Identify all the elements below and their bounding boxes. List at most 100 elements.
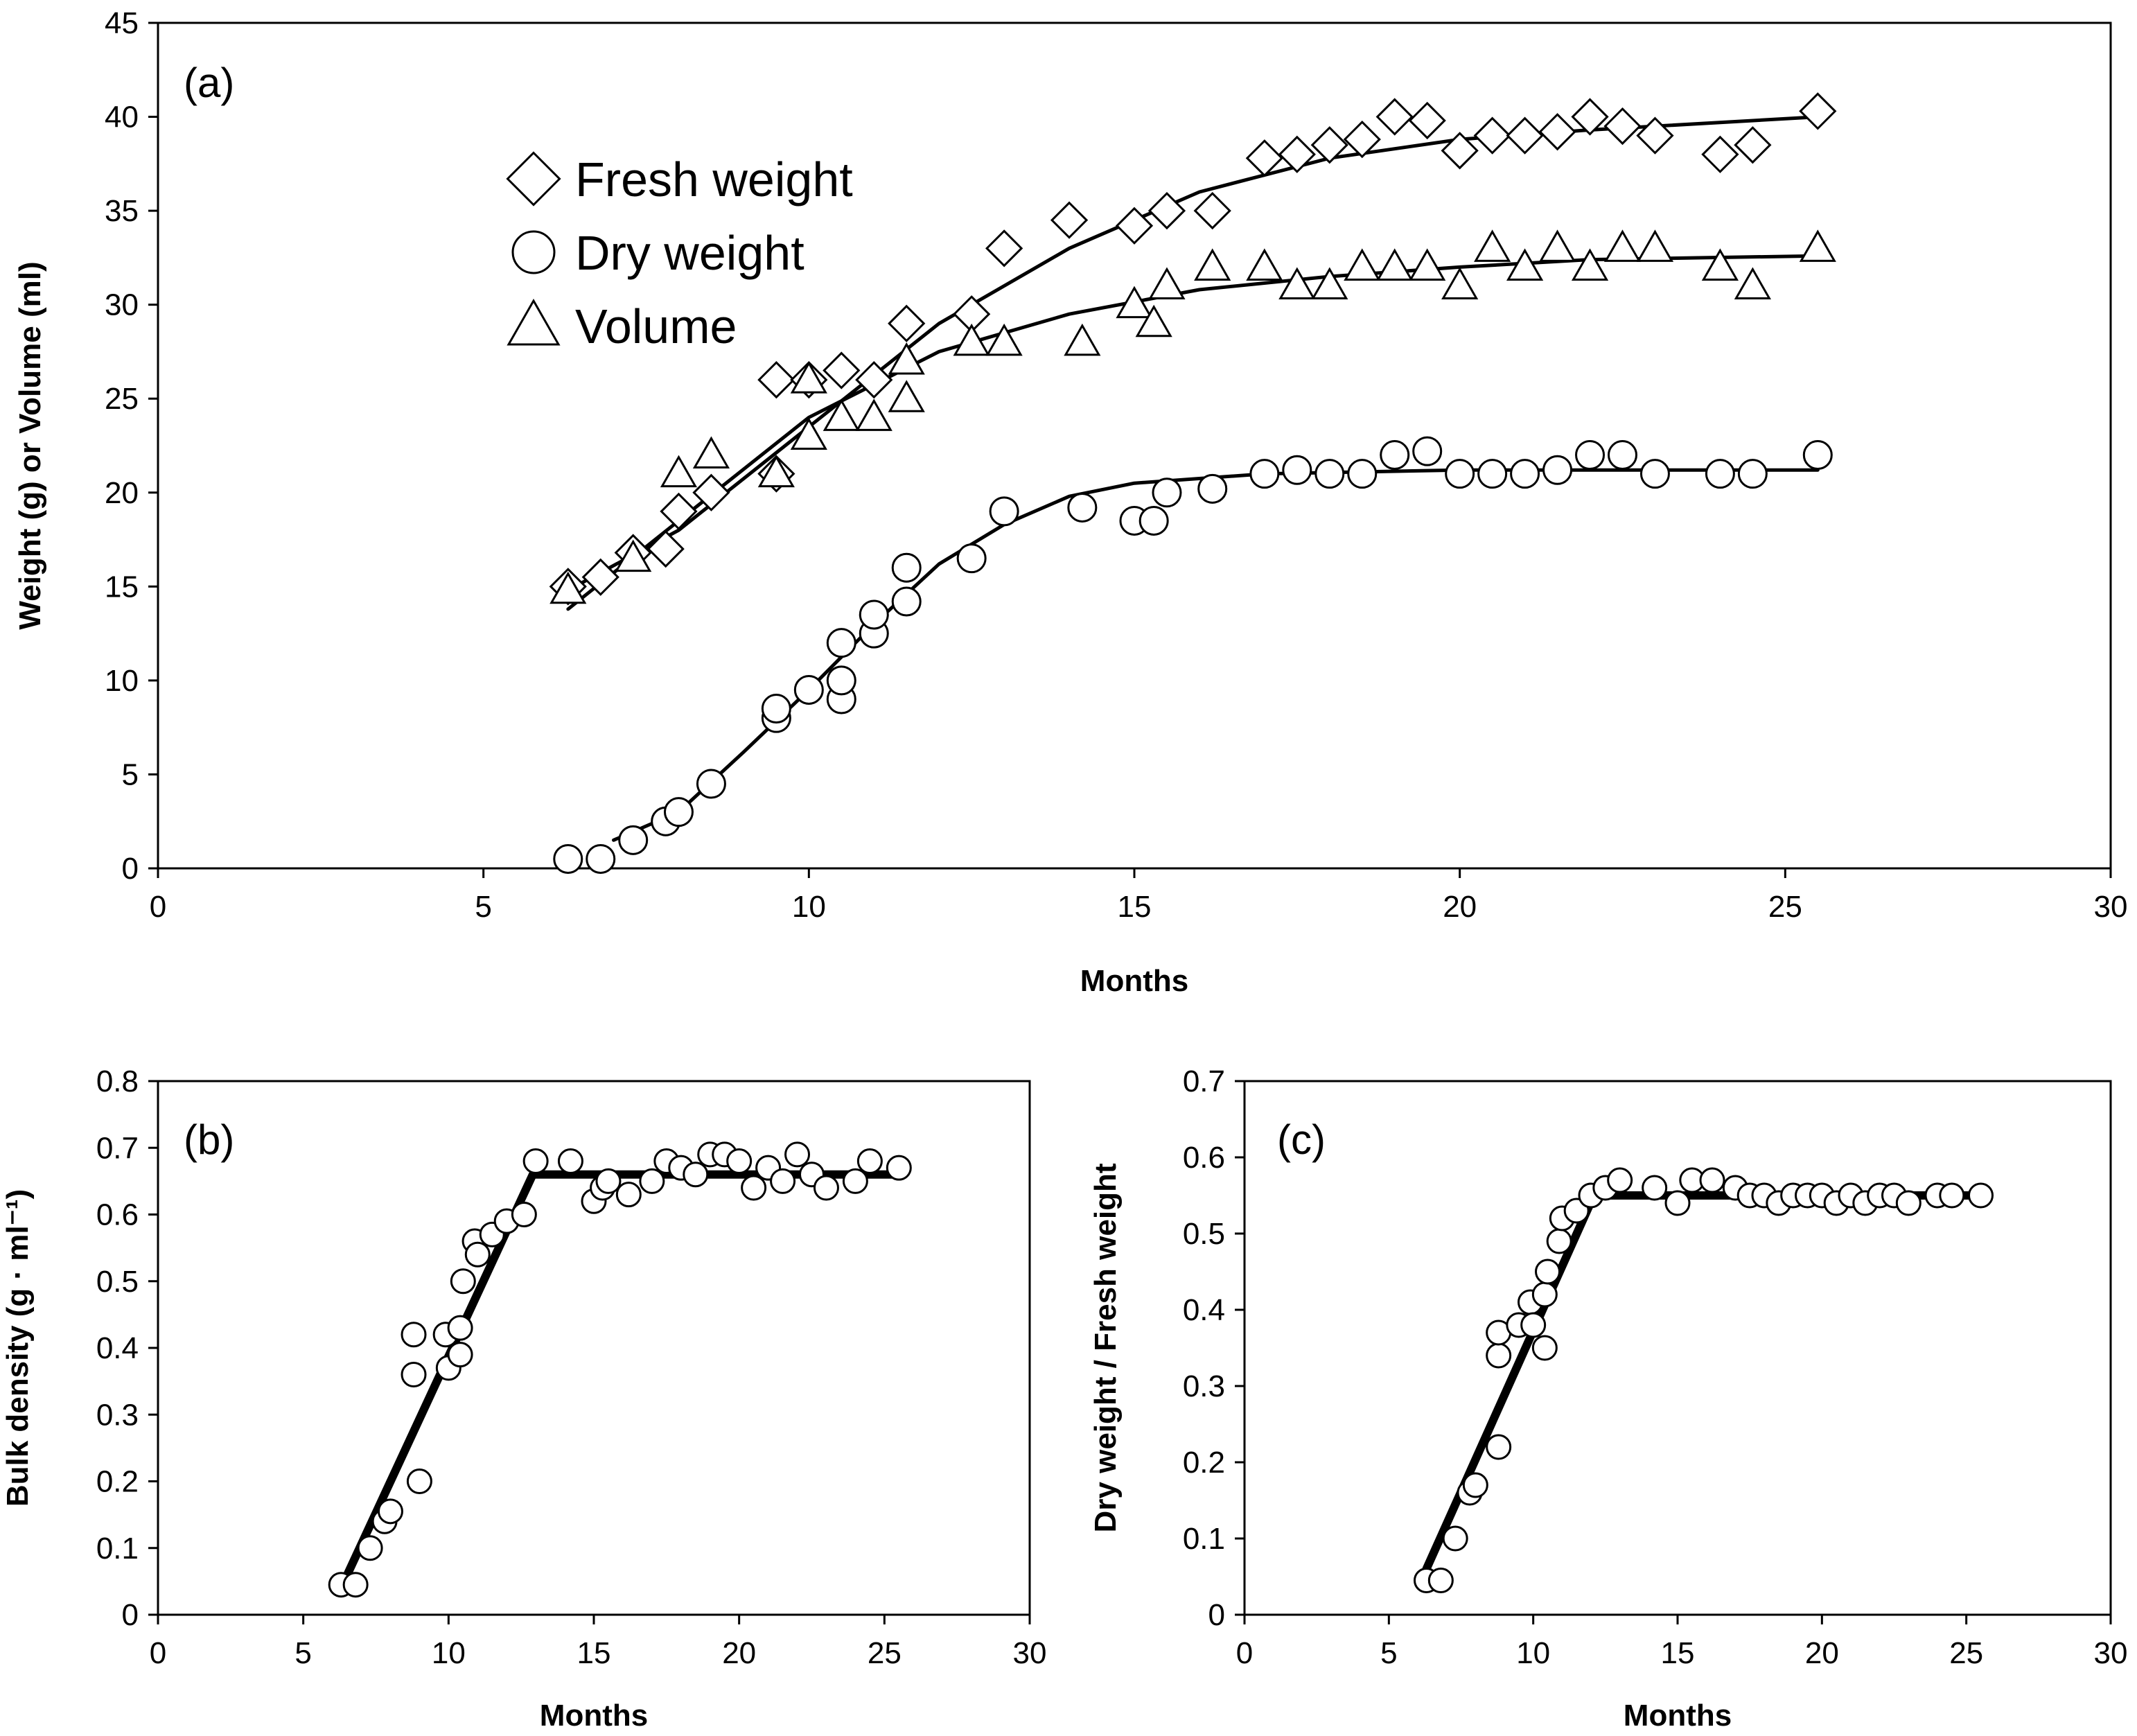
- data-point-circle: [1535, 1259, 1560, 1285]
- data-point-diamond: [1310, 126, 1348, 164]
- data-point-diamond: [985, 229, 1023, 268]
- x-tick-label: 5: [1380, 1636, 1397, 1670]
- data-point-circle: [663, 797, 694, 827]
- data-point-circle: [447, 1315, 473, 1341]
- x-tick-label: 0: [150, 890, 166, 924]
- data-point-diamond: [1115, 207, 1154, 245]
- data-point-circle: [1699, 1167, 1725, 1193]
- data-point-triangle: [660, 455, 698, 488]
- data-point-triangle: [1734, 267, 1771, 300]
- y-axis-title: Weight (g) or Volume (ml): [13, 261, 47, 629]
- data-point-circle: [1249, 459, 1280, 489]
- y-tick-label: 0.5: [96, 1265, 139, 1299]
- x-tick-label: 25: [868, 1636, 902, 1670]
- y-tick-label: 0.2: [96, 1465, 139, 1499]
- y-tick-label: 0: [1208, 1598, 1225, 1632]
- y-tick-label: 0.6: [1183, 1141, 1225, 1175]
- data-point-circle: [683, 1161, 709, 1188]
- data-point-circle: [406, 1468, 432, 1494]
- y-tick-label: 30: [105, 288, 139, 322]
- data-point-circle: [377, 1498, 403, 1525]
- x-tick-label: 10: [432, 1636, 466, 1670]
- data-point-triangle: [757, 455, 795, 488]
- legend-label: Fresh weight: [575, 152, 853, 207]
- data-point-circle: [1639, 459, 1670, 489]
- data-point-circle: [522, 1148, 549, 1174]
- data-point-triangle: [953, 323, 990, 356]
- chart-panel-c: 0 5 10 15 20 25 30 0 0.1 0.2 0.3 0.4 0.5 0.6 0.7 Months…: [1089, 1064, 2127, 1733]
- data-point-triangle: [985, 323, 1023, 356]
- data-point-circle: [1664, 1190, 1691, 1216]
- data-point-circle: [761, 694, 791, 724]
- data-point-circle: [553, 843, 583, 874]
- x-tick-label: 10: [1516, 1636, 1550, 1670]
- data-point-circle: [1895, 1190, 1921, 1216]
- data-point-triangle: [615, 539, 652, 572]
- y-tick-label: 15: [105, 570, 139, 604]
- y-tick-label: 0.2: [1183, 1446, 1225, 1480]
- data-point-circle: [450, 1268, 476, 1295]
- data-point-diamond: [1799, 92, 1837, 130]
- y-tick-label: 0.8: [96, 1064, 139, 1098]
- data-point-circle: [1705, 459, 1735, 489]
- data-point-circle: [1542, 455, 1573, 485]
- x-tick-label: 15: [1118, 890, 1152, 924]
- data-point-triangle: [790, 361, 827, 394]
- data-point-triangle: [823, 398, 860, 431]
- data-point-circle: [696, 769, 726, 799]
- data-point-triangle: [692, 436, 730, 469]
- data-point-triangle: [1538, 229, 1576, 262]
- legend-label: Dry weight: [575, 226, 804, 280]
- data-point-triangle: [1409, 248, 1446, 281]
- data-point-triangle: [888, 342, 925, 375]
- x-tick-label: 10: [792, 890, 826, 924]
- data-point-circle: [1282, 455, 1312, 485]
- data-point-circle: [1152, 477, 1182, 508]
- data-point-circle: [1197, 473, 1228, 504]
- data-point-diamond: [888, 304, 926, 342]
- data-point-circle: [595, 1168, 622, 1194]
- x-axis-title: Months: [1624, 1699, 1732, 1733]
- data-point-circle: [726, 1148, 753, 1174]
- x-tick-label: 0: [1236, 1636, 1253, 1670]
- data-point-circle: [618, 825, 649, 855]
- panel-label: (a): [184, 60, 234, 106]
- data-point-circle: [464, 1241, 491, 1268]
- data-point-circle: [1608, 440, 1637, 471]
- data-point-circle: [401, 1362, 427, 1387]
- data-point-circle: [784, 1141, 811, 1168]
- data-point-triangle: [1148, 267, 1186, 300]
- data-point-circle: [557, 1148, 583, 1174]
- x-tick-label: 5: [294, 1636, 311, 1670]
- data-point-circle: [826, 665, 856, 696]
- x-tick-label: 0: [150, 1636, 166, 1670]
- data-point-circle: [1067, 492, 1098, 523]
- data-point-diamond: [1193, 191, 1231, 230]
- data-point-circle: [1347, 459, 1378, 489]
- data-point-diamond: [1538, 113, 1576, 151]
- data-point-triangle: [1506, 248, 1544, 281]
- data-point-circle: [842, 1168, 868, 1194]
- x-tick-label: 30: [2094, 1636, 2128, 1670]
- data-point-triangle: [1701, 248, 1739, 281]
- data-point-triangle: [1474, 229, 1511, 262]
- data-point-diamond: [1636, 116, 1674, 155]
- data-point-circle: [1968, 1182, 1994, 1209]
- data-point-circle: [401, 1322, 427, 1348]
- data-point-circle: [1546, 1228, 1572, 1254]
- data-point-triangle: [1799, 229, 1836, 262]
- data-point-diamond: [1375, 98, 1414, 136]
- data-point-diamond: [1473, 116, 1511, 155]
- data-point-circle: [1477, 459, 1508, 489]
- data-point-triangle: [1116, 286, 1153, 319]
- data-point-diamond: [647, 529, 685, 568]
- data-point-circle: [511, 1202, 537, 1227]
- data-point-triangle: [549, 571, 587, 604]
- data-point-triangle: [855, 398, 892, 431]
- data-point-circle: [1314, 459, 1345, 489]
- data-point-circle: [856, 1148, 883, 1174]
- y-tick-label: 35: [105, 194, 139, 228]
- y-axis-title: Bulk density (g · ml⁻¹): [1, 1189, 35, 1507]
- data-point-circle: [342, 1572, 369, 1598]
- data-point-circle: [770, 1168, 796, 1194]
